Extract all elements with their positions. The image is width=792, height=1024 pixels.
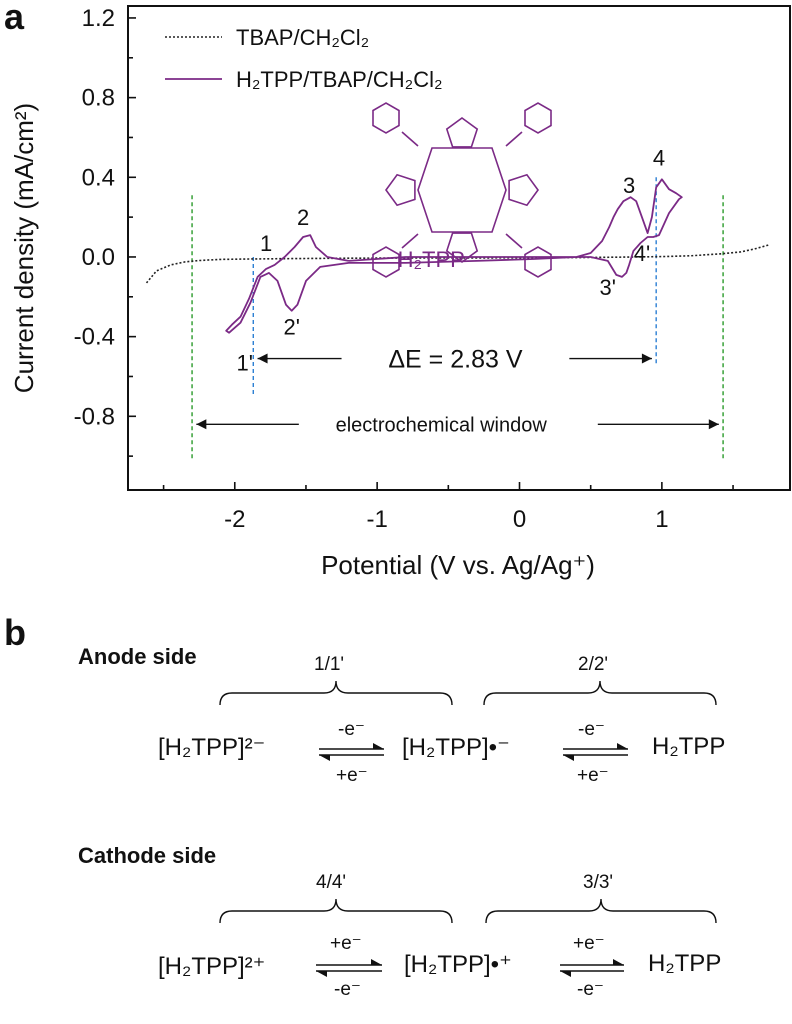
anode-brace-right — [483, 680, 717, 706]
cathode-arrow1-top: +e⁻ — [330, 933, 362, 954]
cathode-arrow2-bottom: -e⁻ — [577, 979, 604, 1000]
h2tpp-structure-icon — [372, 102, 552, 278]
pyrrole-ring — [445, 232, 479, 263]
y-tick-label: 0.4 — [82, 164, 115, 191]
cathode-species-3: H₂TPP — [648, 950, 722, 977]
cathode-eq-arrow-2-forward-head — [613, 959, 624, 965]
panel-a-label: a — [4, 0, 25, 37]
x-tick-label: 1 — [655, 506, 668, 533]
y-tick-label: 0.0 — [82, 244, 115, 271]
window-arrowhead-left — [196, 419, 207, 430]
peak-label: 2 — [297, 205, 309, 230]
molecule-label: H₂TPP — [398, 247, 465, 272]
anode-arrow2-bottom: +e⁻ — [577, 765, 609, 786]
porphyrin-core — [417, 147, 507, 233]
anode-brace-label-right: 2/2' — [578, 654, 609, 675]
phenyl-ring — [524, 102, 552, 134]
window-label: electrochemical window — [336, 414, 548, 436]
pyrrole-ring — [385, 173, 416, 207]
pyrrole-ring — [508, 173, 539, 207]
delta-e-arrowhead-left — [257, 353, 268, 364]
phenyl-bond — [401, 233, 419, 249]
phenyl-ring — [372, 246, 400, 278]
phenyl-ring — [524, 246, 552, 278]
delta-e-arrowhead-right — [641, 353, 652, 364]
reaction-scheme — [219, 680, 717, 977]
x-tick-label: 0 — [513, 506, 526, 533]
cathode-species-1: [H₂TPP]²⁺ — [158, 953, 266, 980]
anode-eq-arrow-1-forward-head — [373, 743, 384, 749]
anode-arrow1-bottom: +e⁻ — [336, 765, 368, 786]
anode-arrow2-top: -e⁻ — [578, 719, 605, 740]
peak-label: 3' — [600, 275, 616, 300]
y-tick-label: 1.2 — [82, 5, 115, 32]
panel-b-label: b — [4, 612, 26, 653]
y-tick-label: -0.8 — [74, 403, 115, 430]
cathode-brace-left — [219, 898, 453, 924]
peak-label: 4' — [634, 241, 650, 266]
x-tick-label: -2 — [224, 506, 245, 533]
cathode-eq-arrow-1-forward-head — [371, 959, 382, 965]
phenyl-ring — [372, 102, 400, 134]
anode-species-1: [H₂TPP]²⁻ — [158, 734, 266, 761]
y-tick-label: -0.4 — [74, 324, 115, 351]
anode-species-3: H₂TPP — [652, 733, 726, 760]
peak-label: 1 — [260, 231, 272, 256]
anode-brace-left — [219, 680, 453, 706]
delta-e-label: ΔE = 2.83 V — [388, 346, 522, 374]
series-line-2 — [225, 178, 683, 334]
anode-side-title: Anode side — [78, 644, 197, 669]
x-axis-label: Potential (V vs. Ag/Ag⁺) — [321, 550, 595, 580]
plot-frame — [127, 5, 791, 491]
cathode-brace-label-left: 4/4' — [316, 872, 347, 893]
phenyl-bond — [505, 233, 523, 249]
legend-label-2: H₂TPP/TBAP/CH₂Cl₂ — [236, 67, 443, 92]
y-axis-label: Current density (mA/cm²) — [9, 103, 39, 393]
cathode-arrow2-top: +e⁻ — [573, 933, 605, 954]
y-tick-label: 0.8 — [82, 85, 115, 112]
peak-label: 2' — [284, 315, 300, 340]
cathode-side-title: Cathode side — [78, 843, 217, 868]
peak-label: 1' — [237, 350, 253, 375]
anode-species-2: [H₂TPP]•⁻ — [402, 734, 510, 761]
phenyl-bond — [505, 131, 523, 147]
cathode-eq-arrow-1-backward-head — [316, 971, 327, 977]
cathode-eq-arrow-2-backward-head — [560, 971, 571, 977]
x-tick-label: -1 — [366, 506, 387, 533]
peak-label: 4 — [653, 145, 665, 170]
anode-brace-label-left: 1/1' — [314, 654, 345, 675]
anode-eq-arrow-2-forward-head — [617, 743, 628, 749]
pyrrole-ring — [445, 117, 479, 148]
cathode-brace-label-right: 3/3' — [583, 872, 614, 893]
anode-eq-arrow-1-backward-head — [319, 755, 330, 761]
window-arrowhead-right — [708, 419, 719, 430]
cathode-arrow1-bottom: -e⁻ — [334, 979, 361, 1000]
anode-arrow1-top: -e⁻ — [338, 719, 365, 740]
cv-chart: -2 -1 0 1 -0.8 -0.4 0.0 0.4 0.8 1.2 Potential (V v… — [9, 5, 791, 580]
cathode-species-2: [H₂TPP]•⁺ — [404, 951, 512, 978]
anode-eq-arrow-2-backward-head — [563, 755, 574, 761]
cathode-brace-right — [485, 898, 717, 924]
legend-label-1: TBAP/CH₂Cl₂ — [236, 25, 369, 50]
peak-label: 3 — [623, 173, 635, 198]
phenyl-bond — [401, 131, 419, 147]
